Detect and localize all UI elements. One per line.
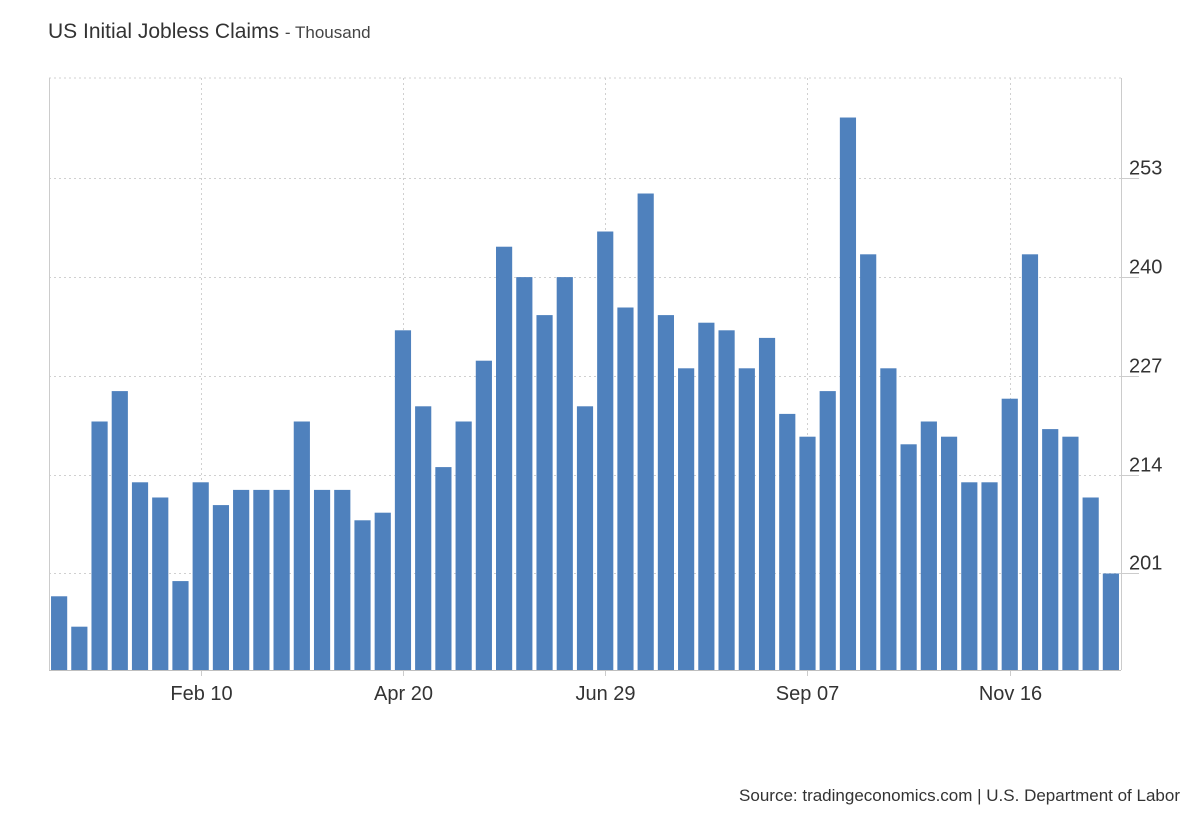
- bar: [961, 482, 978, 670]
- bar: [819, 391, 836, 670]
- bar: [1082, 497, 1099, 670]
- bar: [475, 360, 492, 670]
- bar: [637, 193, 654, 670]
- bar: [758, 337, 776, 670]
- bar: [536, 315, 553, 670]
- bar: [212, 505, 230, 670]
- bar: [1102, 573, 1119, 670]
- bar: [172, 581, 189, 670]
- bar: [1021, 254, 1039, 670]
- bar: [374, 512, 391, 670]
- chart-source: Source: tradingeconomics.com | U.S. Depa…: [739, 786, 1180, 805]
- x-tick-label: Apr 20: [374, 683, 433, 705]
- bar: [273, 489, 290, 670]
- bar: [334, 489, 351, 670]
- bar: [597, 231, 614, 670]
- bar: [71, 626, 88, 670]
- bar: [900, 444, 917, 670]
- bar: [880, 368, 897, 670]
- bar-layer: [51, 117, 1119, 670]
- bar: [293, 421, 310, 670]
- bar: [415, 406, 432, 670]
- bar: [1062, 436, 1079, 670]
- bar: [51, 596, 68, 670]
- y-tick-label: 253: [1129, 158, 1162, 180]
- bar: [718, 330, 735, 670]
- bar: [860, 254, 877, 670]
- bar: [617, 307, 634, 670]
- bar: [1042, 429, 1059, 670]
- y-tick-label: 214: [1129, 455, 1162, 477]
- chart-subtitle: - Thousand: [284, 23, 371, 42]
- bar: [779, 413, 796, 670]
- bar: [111, 391, 128, 670]
- bar: [516, 277, 533, 670]
- bar: [940, 436, 958, 670]
- bar: [799, 436, 816, 670]
- bar: [233, 489, 250, 670]
- bar: [455, 421, 472, 670]
- y-tick-label: 201: [1129, 553, 1162, 575]
- bar: [313, 489, 331, 670]
- bar: [556, 277, 573, 670]
- bar: [435, 467, 452, 670]
- bar: [394, 330, 412, 670]
- y-tick-label: 240: [1129, 257, 1162, 279]
- bar: [698, 322, 715, 670]
- bar: [738, 368, 755, 670]
- chart-title-text: US Initial Jobless Claims: [48, 20, 280, 43]
- bar: [839, 117, 857, 670]
- bar: [1001, 398, 1018, 670]
- x-tick-label: Feb 10: [170, 683, 232, 705]
- bar: [131, 482, 149, 670]
- x-tick-label: Jun 29: [575, 683, 635, 705]
- bar: [981, 482, 998, 670]
- y-tick-label: 227: [1129, 356, 1162, 378]
- chart-title: US Initial Jobless Claims - Thousand: [48, 20, 371, 44]
- x-tick-label: Nov 16: [979, 683, 1042, 705]
- bar: [152, 497, 169, 670]
- bar: [678, 368, 695, 670]
- bar: [920, 421, 937, 670]
- x-tick-label: Sep 07: [776, 683, 839, 705]
- bar: [253, 489, 270, 670]
- bar: [354, 520, 371, 670]
- chart-subtitle-text: Thousand: [295, 23, 371, 42]
- bar: [657, 315, 674, 670]
- bar: [576, 406, 594, 670]
- bar: [496, 246, 513, 670]
- bar: [192, 482, 209, 670]
- bar: [91, 421, 108, 670]
- axis-layer: 201 214 227 240 253 Feb 10 Apr 20 Jun 29 Sep 07 N…: [49, 78, 1162, 705]
